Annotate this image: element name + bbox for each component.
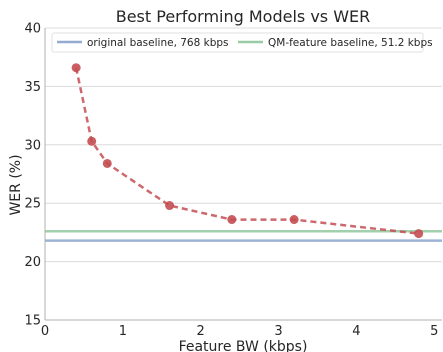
x-tick-label: 0 bbox=[41, 324, 49, 339]
legend: original baseline, 768 kbps QM-feature ba… bbox=[51, 32, 433, 53]
y-tick-label: 35 bbox=[24, 80, 41, 95]
x-tick-label: 1 bbox=[119, 324, 127, 339]
legend-label: QM-feature baseline, 51.2 kbps bbox=[268, 37, 433, 49]
tick-labels: 0 1 2 3 4 5 15 20 25 30 35 40 bbox=[24, 22, 438, 340]
y-tick-label: 15 bbox=[24, 314, 41, 329]
y-axis-label: WER (%) bbox=[8, 154, 24, 215]
data-point bbox=[227, 215, 237, 225]
y-tick-label: 40 bbox=[24, 22, 41, 37]
legend-box bbox=[51, 32, 424, 53]
data-point bbox=[165, 201, 175, 211]
data-point bbox=[102, 158, 112, 168]
grid bbox=[45, 27, 442, 321]
data-point bbox=[71, 63, 81, 73]
data-series bbox=[71, 63, 424, 239]
series-line-0 bbox=[74, 67, 419, 235]
y-tick-label: 30 bbox=[24, 138, 41, 153]
y-tick-label: 20 bbox=[24, 255, 41, 270]
x-axis-label: Feature BW (kbps) bbox=[179, 339, 308, 352]
data-point bbox=[87, 136, 97, 146]
x-tick-label: 3 bbox=[274, 324, 282, 339]
baselines bbox=[45, 229, 442, 242]
chart-title: Best Performing Models vs WER bbox=[116, 7, 371, 26]
x-tick-label: 2 bbox=[197, 324, 205, 339]
data-point bbox=[414, 229, 424, 239]
y-tick-label: 25 bbox=[24, 197, 41, 212]
legend-label: original baseline, 768 kbps bbox=[87, 37, 229, 49]
data-point bbox=[289, 215, 299, 225]
axes bbox=[44, 28, 442, 321]
x-tick-label: 5 bbox=[430, 324, 438, 339]
x-tick-label: 4 bbox=[352, 324, 360, 339]
